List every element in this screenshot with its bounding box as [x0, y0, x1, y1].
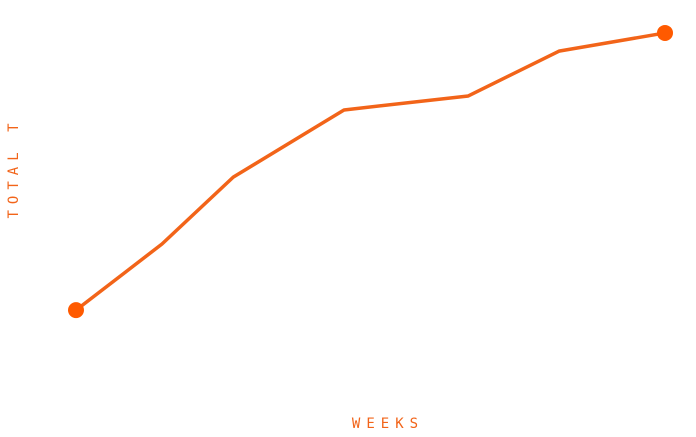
y-axis-label: TOTAL T	[6, 117, 22, 218]
x-axis-label: WEEKS	[352, 416, 424, 432]
end-marker	[68, 302, 84, 319]
line	[74, 31, 666, 312]
end-marker	[657, 24, 673, 41]
